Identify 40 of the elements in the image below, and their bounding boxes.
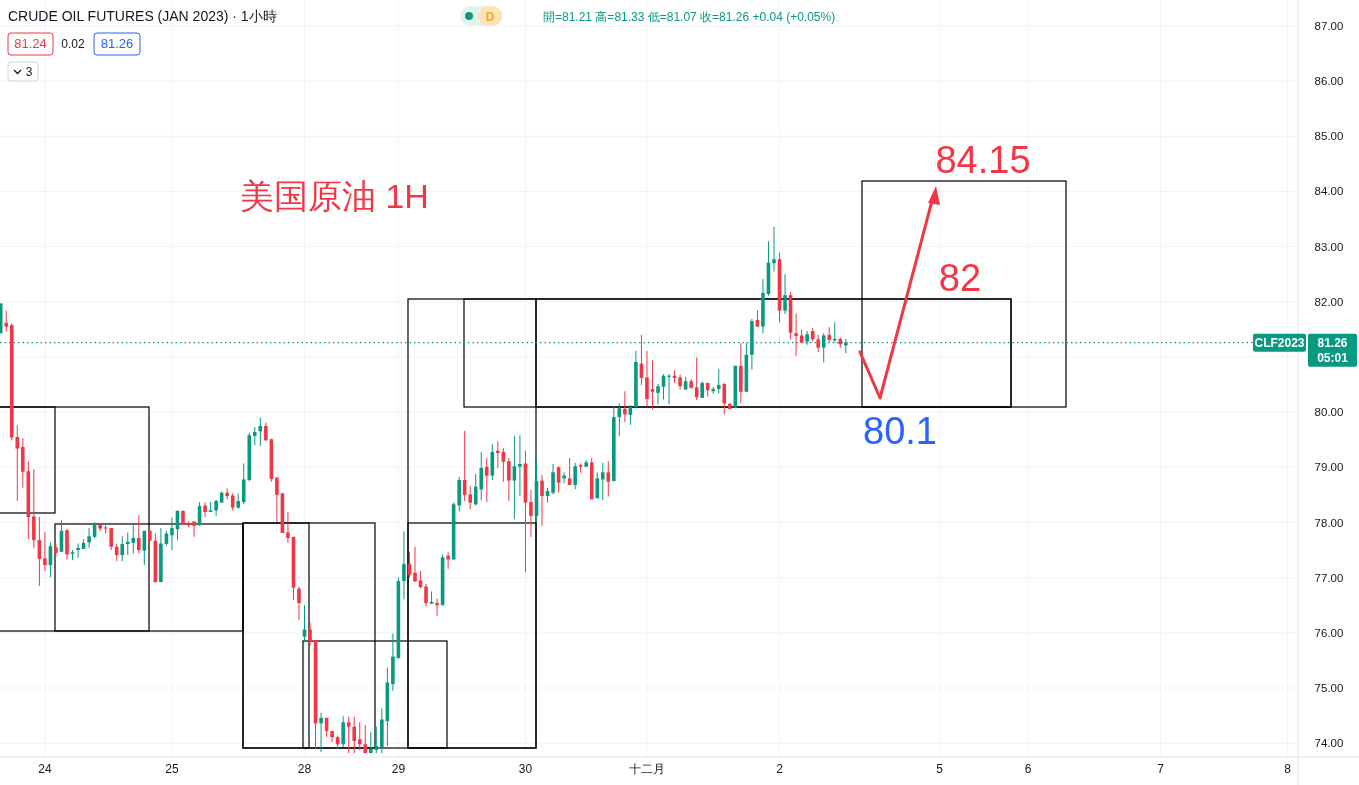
y-tick-label: 85.00 xyxy=(1314,130,1344,143)
x-tick-label: 十二月 xyxy=(628,762,665,776)
annotation: 84.15 xyxy=(935,139,1031,181)
annotation: 81.26 xyxy=(93,32,141,56)
x-tick-label: 28 xyxy=(297,762,312,776)
annotation: 05:01 xyxy=(1317,351,1348,365)
annotation: 80.1 xyxy=(863,410,937,452)
annotation: 81.24 xyxy=(7,32,54,56)
y-tick-label: 87.00 xyxy=(1314,19,1344,32)
y-tick-label: 74.00 xyxy=(1314,737,1344,750)
x-tick-label: 29 xyxy=(391,762,406,776)
x-tick-label: 5 xyxy=(936,762,944,776)
annotation: D xyxy=(485,10,495,24)
annotation: 0.02 xyxy=(61,37,85,51)
y-tick-label: 76.00 xyxy=(1314,626,1344,639)
y-tick-label: 80.00 xyxy=(1314,406,1344,419)
annotation: 3 xyxy=(7,61,39,82)
annotation: 81.26 xyxy=(100,36,134,51)
annotation: 3 xyxy=(25,65,33,79)
y-tick-label: 75.00 xyxy=(1314,682,1344,695)
text: CRUDE OIL FUTURES (JAN 2023) · 1小時 xyxy=(8,8,277,24)
text: 開=81.21 高=81.33 低=81.07 收=81.26 +0.04 (+0.05%) xyxy=(543,10,836,24)
x-tick-label: 25 xyxy=(165,762,179,776)
x-tick-label: 7 xyxy=(1157,762,1165,776)
annotation: 美国原油 1H xyxy=(240,177,429,215)
y-tick-label: 77.00 xyxy=(1314,571,1344,584)
y-tick-label: 82.00 xyxy=(1314,295,1344,308)
y-tick-label: 83.00 xyxy=(1314,240,1344,253)
y-tick-label: 84.00 xyxy=(1314,185,1344,198)
annotation: 82 xyxy=(938,257,982,299)
x-tick-label: 8 xyxy=(1284,762,1292,776)
y-tick-label: 86.00 xyxy=(1314,75,1344,88)
x-tick-label: 6 xyxy=(1024,762,1032,776)
annotation: 81.24 xyxy=(14,36,47,51)
y-tick-label: 79.00 xyxy=(1314,461,1344,474)
x-tick-label: 30 xyxy=(518,762,533,776)
y-tick-label: 78.00 xyxy=(1314,516,1344,529)
x-tick-label: 24 xyxy=(38,762,52,776)
x-tick-label: 2 xyxy=(776,762,784,776)
ref-label: CLF2023 xyxy=(1253,333,1306,352)
